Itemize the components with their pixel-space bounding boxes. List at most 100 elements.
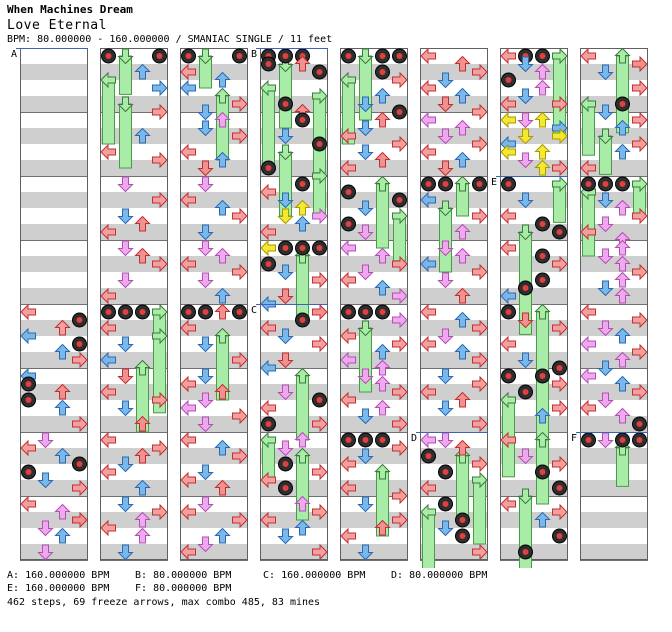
step-arrow-icon	[597, 280, 614, 297]
step-arrow-icon	[420, 191, 436, 209]
beat-stripe	[420, 192, 488, 208]
step-arrow-icon	[152, 151, 168, 169]
mine-core-icon	[316, 397, 323, 403]
step-arrow-icon	[232, 351, 248, 369]
step-arrow-icon	[420, 47, 436, 65]
beat-stripe	[260, 544, 328, 560]
step-arrow-icon	[180, 255, 196, 273]
beat-stripe	[340, 256, 408, 272]
step-arrow-icon	[277, 128, 294, 145]
step-arrow-icon	[100, 287, 116, 305]
step-arrow-icon	[72, 415, 88, 433]
step-arrow-icon	[134, 215, 151, 232]
step-arrow-icon	[500, 287, 516, 305]
beat-stripe	[260, 224, 328, 240]
beat-stripe	[500, 128, 568, 144]
step-arrow-icon	[100, 351, 116, 369]
step-arrow-icon	[552, 375, 568, 393]
beat-stripe	[180, 128, 248, 144]
chart-column-border	[580, 48, 648, 560]
beat-stripe	[420, 320, 488, 336]
step-chart: A B C D E F	[11, 47, 648, 568]
step-arrow-icon	[312, 543, 328, 561]
beat-stripe	[340, 64, 408, 80]
step-arrow-icon	[117, 272, 134, 289]
beat-stripe	[260, 416, 328, 432]
beat-stripe	[260, 448, 328, 464]
beat-stripe	[340, 192, 408, 208]
step-arrow-icon	[152, 439, 168, 457]
step-arrow-icon	[580, 223, 596, 241]
step-arrow-icon	[152, 103, 168, 121]
freeze-arrow-head	[534, 303, 551, 320]
mine-core-icon	[345, 189, 352, 195]
step-arrow-icon	[197, 392, 214, 409]
step-arrow-icon	[374, 111, 391, 128]
step-arrow-icon	[54, 503, 71, 520]
mine-core-icon	[185, 53, 192, 59]
beat-stripe	[100, 128, 168, 144]
mine-core-icon	[156, 53, 163, 59]
beat-stripe	[420, 352, 488, 368]
bpm-info: BPM: 80.000000 - 160.000000 / SMANIAC SI…	[7, 34, 333, 45]
freeze-arrow-head	[294, 447, 311, 464]
beat-stripe	[20, 224, 88, 240]
freeze-arrow-head	[294, 367, 311, 384]
step-arrow-icon	[197, 416, 214, 433]
step-arrow-icon	[437, 328, 454, 345]
mine-core-icon	[345, 437, 352, 443]
beat-stripe	[420, 416, 488, 432]
step-arrow-icon	[374, 87, 391, 104]
beat-stripe	[500, 256, 568, 272]
step-arrow-icon	[472, 455, 488, 473]
step-arrow-icon	[117, 544, 134, 561]
freeze-arrow-head	[580, 95, 596, 113]
beat-stripe	[420, 96, 488, 112]
freeze-arrow-head	[374, 175, 391, 192]
step-arrow-icon	[534, 511, 551, 528]
beat-stripe	[580, 224, 648, 240]
step-arrow-icon	[134, 527, 151, 544]
step-arrow-icon	[437, 128, 454, 145]
step-arrow-icon	[552, 455, 568, 473]
beat-stripe	[580, 384, 648, 400]
step-arrow-icon	[180, 63, 196, 81]
freeze-arrow-head	[152, 303, 168, 321]
bpm-marker-label: A	[11, 49, 17, 60]
step-arrow-icon	[357, 448, 374, 465]
mine-core-icon	[396, 197, 403, 203]
freeze-arrow-head	[632, 175, 648, 193]
beat-stripe	[100, 512, 168, 528]
beat-stripe	[20, 192, 88, 208]
step-arrow-icon	[260, 359, 276, 377]
step-arrow-icon	[197, 368, 214, 385]
mine-core-icon	[236, 309, 243, 315]
beat-stripe	[100, 192, 168, 208]
step-arrow-icon	[614, 351, 631, 368]
step-arrow-icon	[420, 383, 436, 401]
freeze-arrow-head	[340, 71, 356, 89]
step-arrow-icon	[260, 471, 276, 489]
step-arrow-icon	[597, 192, 614, 209]
step-arrow-icon	[374, 343, 391, 360]
step-arrow-icon	[340, 127, 356, 145]
step-arrow-icon	[454, 391, 471, 408]
step-arrow-icon	[472, 543, 488, 561]
mine-core-icon	[345, 309, 352, 315]
step-arrow-icon	[180, 503, 196, 521]
step-arrow-icon	[180, 191, 196, 209]
beat-stripe	[340, 224, 408, 240]
mine-core-icon	[185, 309, 192, 315]
step-arrow-icon	[534, 111, 551, 128]
step-arrow-icon	[357, 144, 374, 161]
beat-stripe	[180, 288, 248, 304]
step-arrow-icon	[134, 447, 151, 464]
step-arrow-icon	[437, 160, 454, 177]
mine-core-icon	[299, 181, 306, 187]
beat-stripe	[500, 544, 568, 560]
beat-stripe	[500, 288, 568, 304]
beat-stripe	[420, 288, 488, 304]
beat-stripe	[420, 544, 488, 560]
beat-stripe	[580, 256, 648, 272]
freeze-arrow-head	[552, 175, 568, 193]
